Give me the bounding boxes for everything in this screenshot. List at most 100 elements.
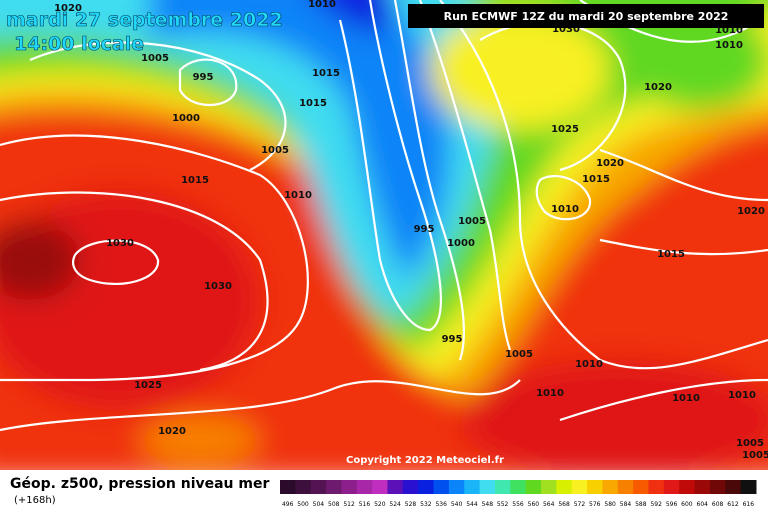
colorbar-label: 504: [313, 501, 325, 508]
colorbar-swatch: [602, 480, 619, 494]
isobar-label: 1000: [447, 238, 475, 249]
isobar-label: 1010: [536, 388, 564, 399]
colorbar-swatch: [341, 480, 358, 494]
colorbar-label: 508: [328, 501, 340, 508]
colorbar-swatch: [494, 480, 511, 494]
colorbar-swatch: [587, 480, 603, 494]
isobar-label: 1015: [657, 249, 685, 260]
isobar-label: 1025: [551, 124, 579, 135]
isobar-label: 1020: [596, 158, 624, 169]
colorbar-swatch: [280, 480, 296, 494]
isobar-label: 1005: [261, 145, 289, 156]
colorbar-swatch: [402, 480, 419, 494]
colorbar-swatch: [663, 480, 680, 494]
isobar-label: 1015: [299, 98, 327, 109]
colorbar-label: 516: [359, 501, 371, 508]
colorbar-label: 612: [727, 501, 739, 508]
isobar-label: 1020: [158, 426, 186, 437]
colorbar-swatch: [418, 480, 435, 494]
colorbar-swatch: [310, 480, 327, 494]
isobar-label: 1005: [141, 53, 169, 64]
isobar-label: 995: [442, 334, 463, 345]
isobar-label: 1015: [582, 174, 610, 185]
isobar-label: 1005: [458, 216, 486, 227]
colorbar-label: 536: [435, 501, 447, 508]
colorbar-swatch: [387, 480, 404, 494]
colorbar-label: 616: [743, 501, 755, 508]
geopotential-field: [0, 0, 768, 480]
colorbar-swatch: [464, 480, 481, 494]
copyright: Copyright 2022 Meteociel.fr: [346, 455, 504, 466]
isobar-label: 1010: [551, 204, 579, 215]
colorbar-swatch: [694, 480, 711, 494]
isobar-label: 1020: [644, 82, 672, 93]
colorbar-label: 532: [420, 501, 432, 508]
colorbar-label: 580: [604, 501, 616, 508]
colorbar-swatch: [556, 480, 573, 494]
run-box: [408, 4, 764, 28]
colorbar-swatch: [541, 480, 557, 494]
colorbar-label: 564: [543, 501, 555, 508]
isobar-label: 1010: [672, 393, 700, 404]
colorbar-label: 592: [650, 501, 662, 508]
isobar-label: 995: [414, 224, 435, 235]
colorbar-swatch: [295, 480, 312, 494]
isobar-label: 1020: [54, 3, 82, 14]
colorbar-swatch: [709, 480, 726, 494]
isobar-label: 1010: [284, 190, 312, 201]
isobar-label: 1010: [715, 25, 743, 36]
colorbar-swatch: [648, 480, 665, 494]
isobar-label: 1030: [552, 24, 580, 35]
colorbar-swatch: [571, 480, 588, 494]
colorbar-swatch: [372, 480, 388, 494]
isobar-label: 1010: [308, 0, 336, 10]
isobar-label: 1005: [505, 349, 533, 360]
isobar-label: 1010: [728, 390, 756, 401]
isobar-label: 1010: [715, 40, 743, 51]
isobar-label: 1030: [204, 281, 232, 292]
colorbar-label: 608: [712, 501, 724, 508]
colorbar-label: 572: [574, 501, 586, 508]
colorbar: 496 500 504 508 512 516 520 524 528 532 536 540 544 5…: [280, 480, 757, 508]
colorbar-label: 560: [528, 501, 540, 508]
colorbar-label: 552: [497, 501, 509, 508]
run-info: Run ECMWF 12Z du mardi 20 septembre 2022: [444, 10, 729, 23]
isobar-label: 1030: [106, 238, 134, 249]
colorbar-label: 520: [374, 501, 386, 508]
colorbar-swatch: [356, 480, 373, 494]
footer-title: Géop. z500, pression niveau mer: [10, 476, 269, 492]
isobar-label: 1025: [134, 380, 162, 391]
colorbar-label: 496: [282, 501, 294, 508]
map-date: mardi 27 septembre 2022: [6, 9, 283, 31]
isobar-label: 1015: [312, 68, 340, 79]
colorbar-label: 584: [620, 501, 632, 508]
colorbar-label: 544: [466, 501, 478, 508]
footer-lead: (+168h): [14, 495, 56, 506]
colorbar-swatch: [740, 480, 757, 494]
colorbar-label: 596: [666, 501, 678, 508]
colorbar-label: 548: [482, 501, 494, 508]
colorbar-label: 556: [512, 501, 524, 508]
colorbar-swatch: [617, 480, 634, 494]
isobar-labels: 1020 1010 1005 995 1015 1015 1000 1005 1015 1010 1…: [54, 0, 768, 461]
colorbar-label: 588: [635, 501, 647, 508]
isobar-label: 1005: [742, 450, 768, 461]
colorbar-label: 512: [343, 501, 355, 508]
colorbar-swatch: [448, 480, 465, 494]
map-time: 14:00 locale: [14, 33, 144, 55]
colorbar-label: 576: [589, 501, 601, 508]
isobar-label: 995: [193, 72, 214, 83]
colorbar-label: 600: [681, 501, 693, 508]
isobar-label: 1020: [737, 206, 765, 217]
isobar-label: 1000: [172, 113, 200, 124]
colorbar-label: 568: [558, 501, 570, 508]
isobar-label: 1015: [181, 175, 209, 186]
colorbar-swatch: [510, 480, 527, 494]
colorbar-label: 524: [389, 501, 401, 508]
colorbar-label: 528: [405, 501, 417, 508]
colorbar-swatch: [433, 480, 450, 494]
colorbar-swatch: [326, 480, 342, 494]
colorbar-swatch: [725, 480, 742, 494]
